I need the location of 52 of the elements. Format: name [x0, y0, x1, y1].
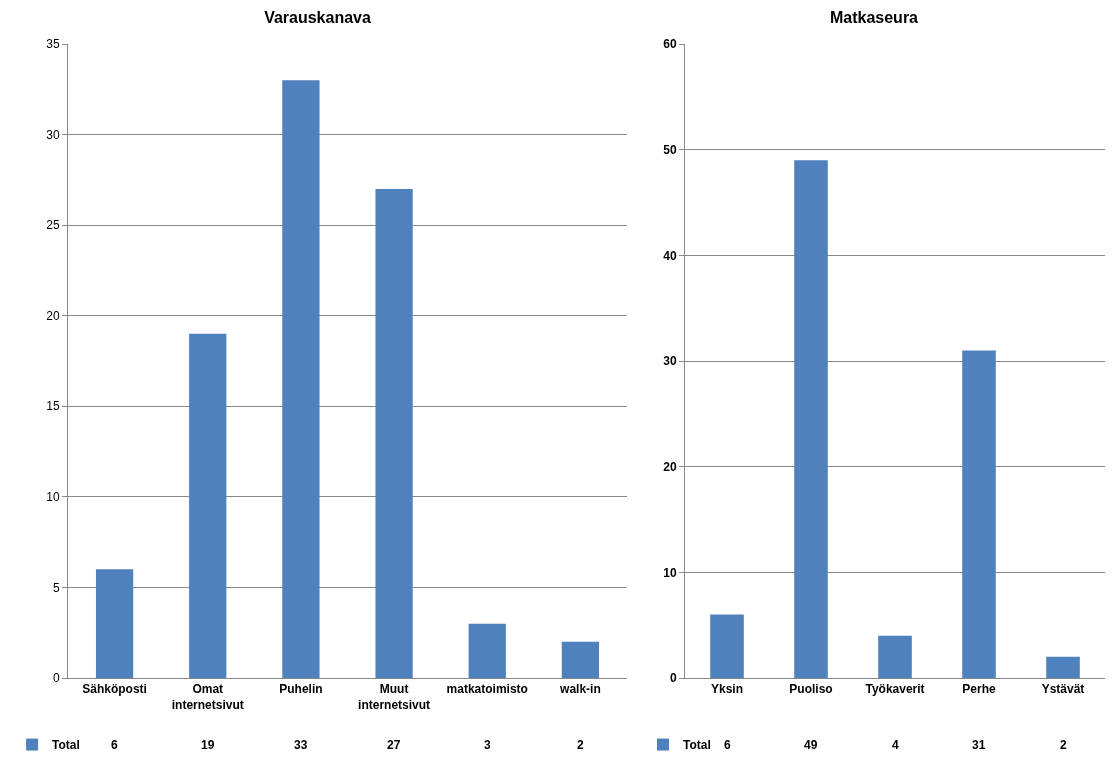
- x-tick-label: Muut internetsivut: [358, 682, 431, 712]
- y-tick-label: 10: [663, 565, 677, 580]
- y-tick-label: 40: [663, 248, 677, 263]
- y-tick-label: 20: [663, 459, 677, 474]
- bar: [794, 160, 828, 678]
- data-label: 49: [804, 738, 818, 752]
- data-label: 31: [972, 738, 986, 752]
- x-tick-label: walk-in: [559, 682, 601, 697]
- x-tick-label: Ystävät: [1041, 682, 1085, 697]
- y-tick-label: 20: [46, 308, 60, 323]
- y-tick-label: 5: [52, 580, 60, 595]
- y-tick-label: 35: [46, 37, 60, 52]
- x-tick-label: Puhelin: [279, 682, 323, 697]
- bar: [95, 569, 134, 678]
- y-tick-label: 50: [663, 142, 677, 157]
- x-tick-label: Puoliso: [789, 682, 833, 697]
- y-tick-label: 15: [46, 399, 60, 414]
- data-label: 4: [892, 738, 899, 752]
- bar: [468, 623, 506, 678]
- x-tick-label: Sähköposti: [82, 682, 147, 697]
- legend-label: Total: [683, 738, 711, 753]
- x-tick-label: matkatoimisto: [446, 682, 528, 697]
- y-tick-label: 0: [52, 671, 60, 686]
- data-label: 2: [1060, 738, 1067, 752]
- chart-title: Varauskanava: [264, 8, 371, 26]
- data-label: 19: [201, 738, 215, 752]
- bar: [878, 635, 912, 678]
- data-label: 33: [294, 738, 308, 752]
- data-label: 6: [111, 738, 118, 752]
- y-tick-label: 0: [669, 671, 677, 686]
- y-tick-label: 60: [663, 37, 677, 52]
- data-label: 2: [577, 738, 584, 752]
- y-tick-label: 25: [46, 218, 60, 233]
- data-label: 3: [484, 738, 491, 752]
- data-label: 27: [387, 738, 401, 752]
- y-tick-label: 30: [46, 127, 60, 142]
- bar: [962, 350, 996, 678]
- chart-title: Matkaseura: [829, 8, 919, 26]
- bar: [710, 614, 744, 678]
- x-tick-label: Perhe: [962, 682, 996, 697]
- bar: [561, 641, 600, 678]
- bar: [189, 333, 227, 678]
- data-label: 6: [724, 738, 731, 752]
- x-tick-label: Työkaverit: [865, 682, 925, 697]
- y-tick-label: 30: [663, 354, 677, 369]
- x-tick-label: Yksin: [710, 682, 744, 697]
- bar: [375, 188, 413, 678]
- legend-label: Total: [52, 738, 80, 753]
- bar: [282, 80, 320, 678]
- bar: [1046, 656, 1080, 678]
- y-tick-label: 10: [46, 490, 60, 505]
- x-tick-label: Omat internetsivut: [171, 682, 244, 712]
